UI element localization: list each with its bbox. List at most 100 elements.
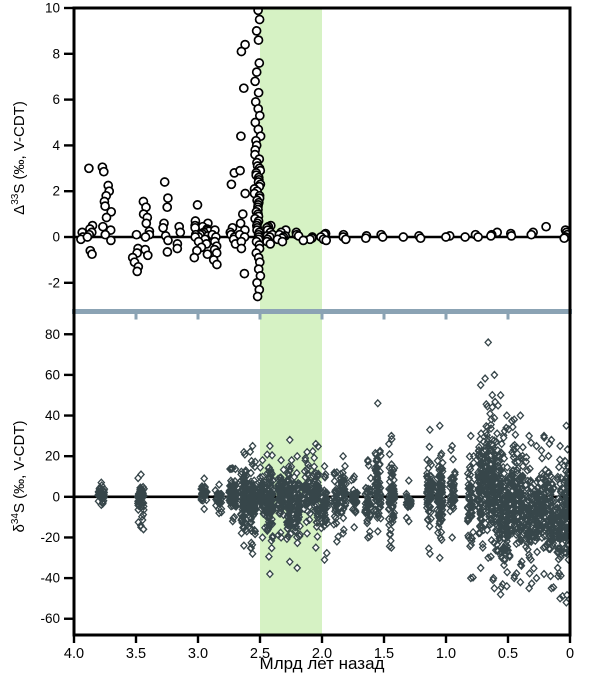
x-tick-label: 0.5 [498,646,518,662]
data-point-column [336,451,351,538]
y-tick-label: 2 [52,184,60,199]
panel-delta34s [74,338,570,607]
data-points-cluster [398,232,409,242]
data-point [251,26,262,36]
data-point [100,201,110,211]
data-point-column [402,476,415,526]
data-point [100,229,111,240]
data-point [377,232,388,242]
data-point-column [236,447,251,550]
data-point-column [384,431,399,552]
data-point [226,179,237,190]
data-point [142,250,153,261]
data-points-cluster [172,221,186,254]
data-point [98,166,109,177]
data-point [159,177,170,187]
data-point [236,131,246,142]
data-point [131,229,142,240]
data-point [506,231,517,241]
data-points-cluster [360,231,372,244]
data-point [441,232,451,242]
data-point [486,231,496,241]
x-tick-label: 3.0 [188,646,208,662]
data-point [321,235,332,246]
data-point [163,193,173,203]
data-point [172,243,183,254]
data-points-cluster [526,227,538,240]
data-point [212,259,222,270]
y-tick-label: -40 [40,571,60,586]
data-point-column [445,441,459,542]
data-point-column [245,441,260,559]
data-point [101,212,112,223]
data-points-cluster [138,196,155,261]
data-points-cluster [541,221,551,232]
data-point [238,83,249,94]
data-point-column [544,435,559,593]
data-point-column [522,431,537,593]
data-points-cluster [460,232,470,242]
data-point [235,218,246,229]
data-point-column [133,470,149,532]
data-point [250,76,260,87]
y-tick-label: -60 [40,611,60,626]
data-point-column [536,431,551,579]
data-point [239,268,250,279]
data-point [237,209,248,219]
data-point-column [300,447,315,538]
data-point-column [361,455,375,542]
data-point [236,46,247,57]
data-point [251,67,262,77]
y-tick-label: 20 [45,449,60,464]
data-point-column [94,478,109,510]
x-axis-title: Млрд лет назад [260,654,385,673]
data-point [473,232,483,242]
data-points-cluster [82,163,98,260]
x-tick-label: 2.0 [312,646,332,662]
y-tick-label: 0 [52,230,60,245]
y-tick-label: 4 [52,138,60,153]
y-tick-label: 60 [45,367,60,382]
data-points-cluster [470,229,483,242]
data-point [253,35,264,45]
y-axis-titles: Δ33S (‰, V-CDT) δ34S (‰, V-CDT) [10,101,28,532]
data-point [526,229,537,240]
data-points-cluster [249,8,266,302]
data-point [254,58,265,68]
x-tick-label: 2.5 [250,646,270,662]
data-points-cluster [207,225,222,270]
data-point [158,222,168,233]
data-point-column [290,451,305,573]
data-point [236,243,247,254]
data-point [189,252,200,263]
data-point [84,163,94,174]
data-point-column [197,474,211,514]
data-point [82,232,93,242]
data-point [240,188,251,199]
data-point-column [370,398,385,536]
data-point [460,232,470,242]
data-point [541,221,551,232]
x-tick-label: 1.5 [374,646,394,662]
data-points-cluster [158,177,173,257]
data-point [252,291,263,302]
data-point [360,233,371,244]
data-points-cluster [376,229,388,242]
data-point [277,236,288,247]
data-point [253,87,264,98]
data-point [340,234,351,245]
data-point [398,232,409,242]
data-points-cluster [97,162,117,246]
data-point-column [225,464,241,526]
data-points-cluster [338,229,351,245]
y-tick-label: -2 [48,275,60,290]
data-points-cluster [291,227,318,246]
data-point [87,249,97,260]
x-tick-label: 4.0 [64,646,84,662]
data-point [98,221,108,232]
panel-separator [72,309,572,320]
data-point [162,202,173,213]
data-point [254,110,265,121]
data-point [559,233,570,244]
